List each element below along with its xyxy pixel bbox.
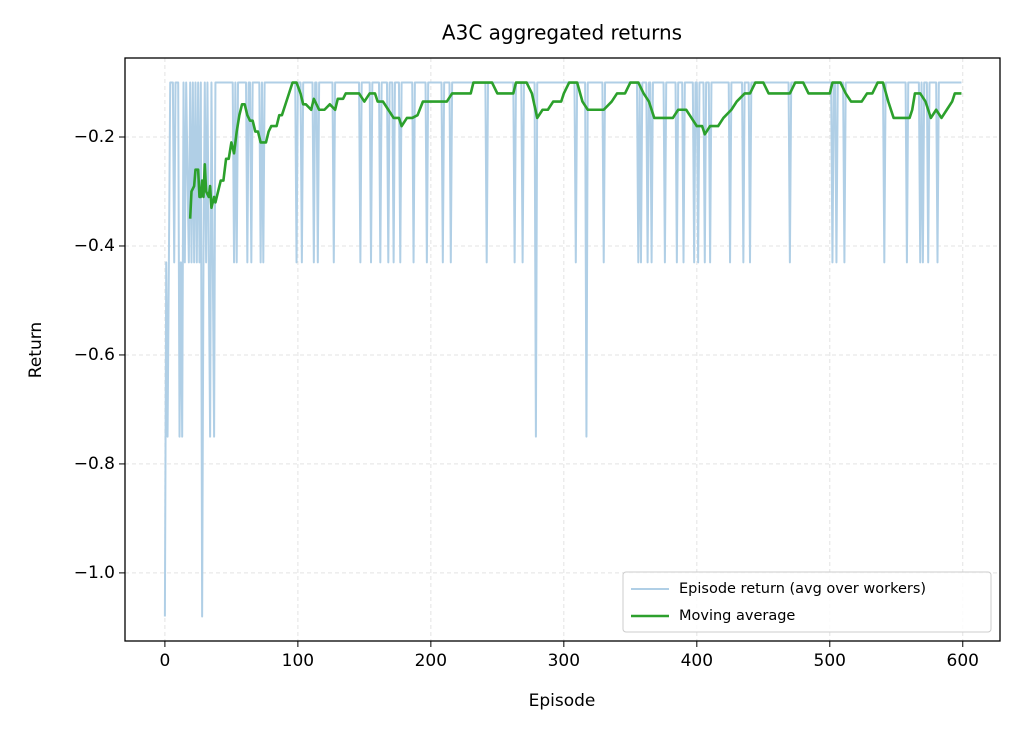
x-tick-label: 200 [415,651,447,671]
y-tick-label: −0.6 [74,345,115,365]
ticks: 0 100 200 300 400 500 600 −1.0 −0.8 −0.6 −0.4 −0.2 [74,127,979,671]
legend-label: Moving average [679,608,795,624]
y-tick-label: −0.8 [74,454,115,474]
legend-box [622,571,992,633]
x-tick-label: 500 [814,651,846,671]
x-axis-label: Episode [529,691,596,711]
x-tick-label: 600 [947,651,979,671]
x-tick-label: 100 [282,651,314,671]
chart-title: A3C aggregated returns [442,21,682,45]
axes-frame [124,57,1001,642]
x-tick-label: 0 [159,651,170,671]
series-line [163,81,962,618]
y-tick-label: −0.2 [74,127,115,147]
y-tick-label: −1.0 [74,563,115,583]
legend-label: Episode return (avg over workers) [679,581,926,597]
y-axis-label: Return [26,322,46,378]
legend: Episode return (avg over workers) Moving … [622,571,992,633]
series-line [188,81,962,219]
x-tick-label: 400 [681,651,713,671]
x-tick-label: 300 [548,651,580,671]
plot-area [163,81,962,618]
y-tick-label: −0.4 [74,236,115,256]
